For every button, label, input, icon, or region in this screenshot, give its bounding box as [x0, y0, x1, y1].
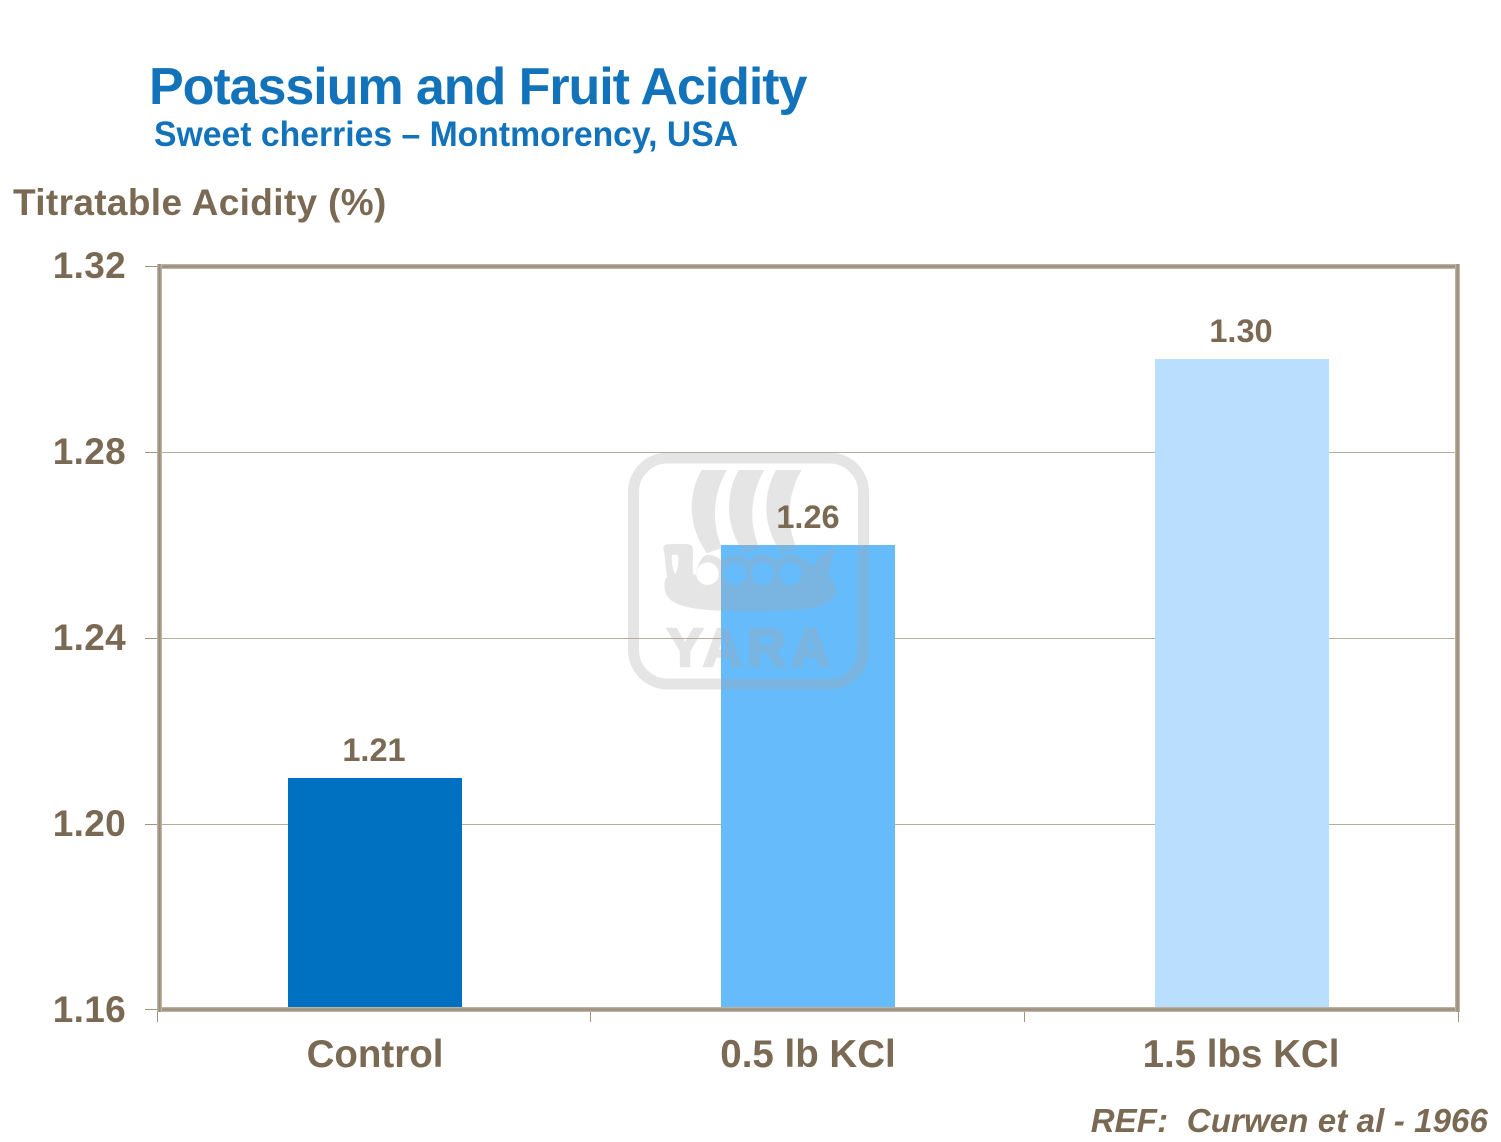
svg-text:YARA: YARA: [667, 618, 830, 678]
